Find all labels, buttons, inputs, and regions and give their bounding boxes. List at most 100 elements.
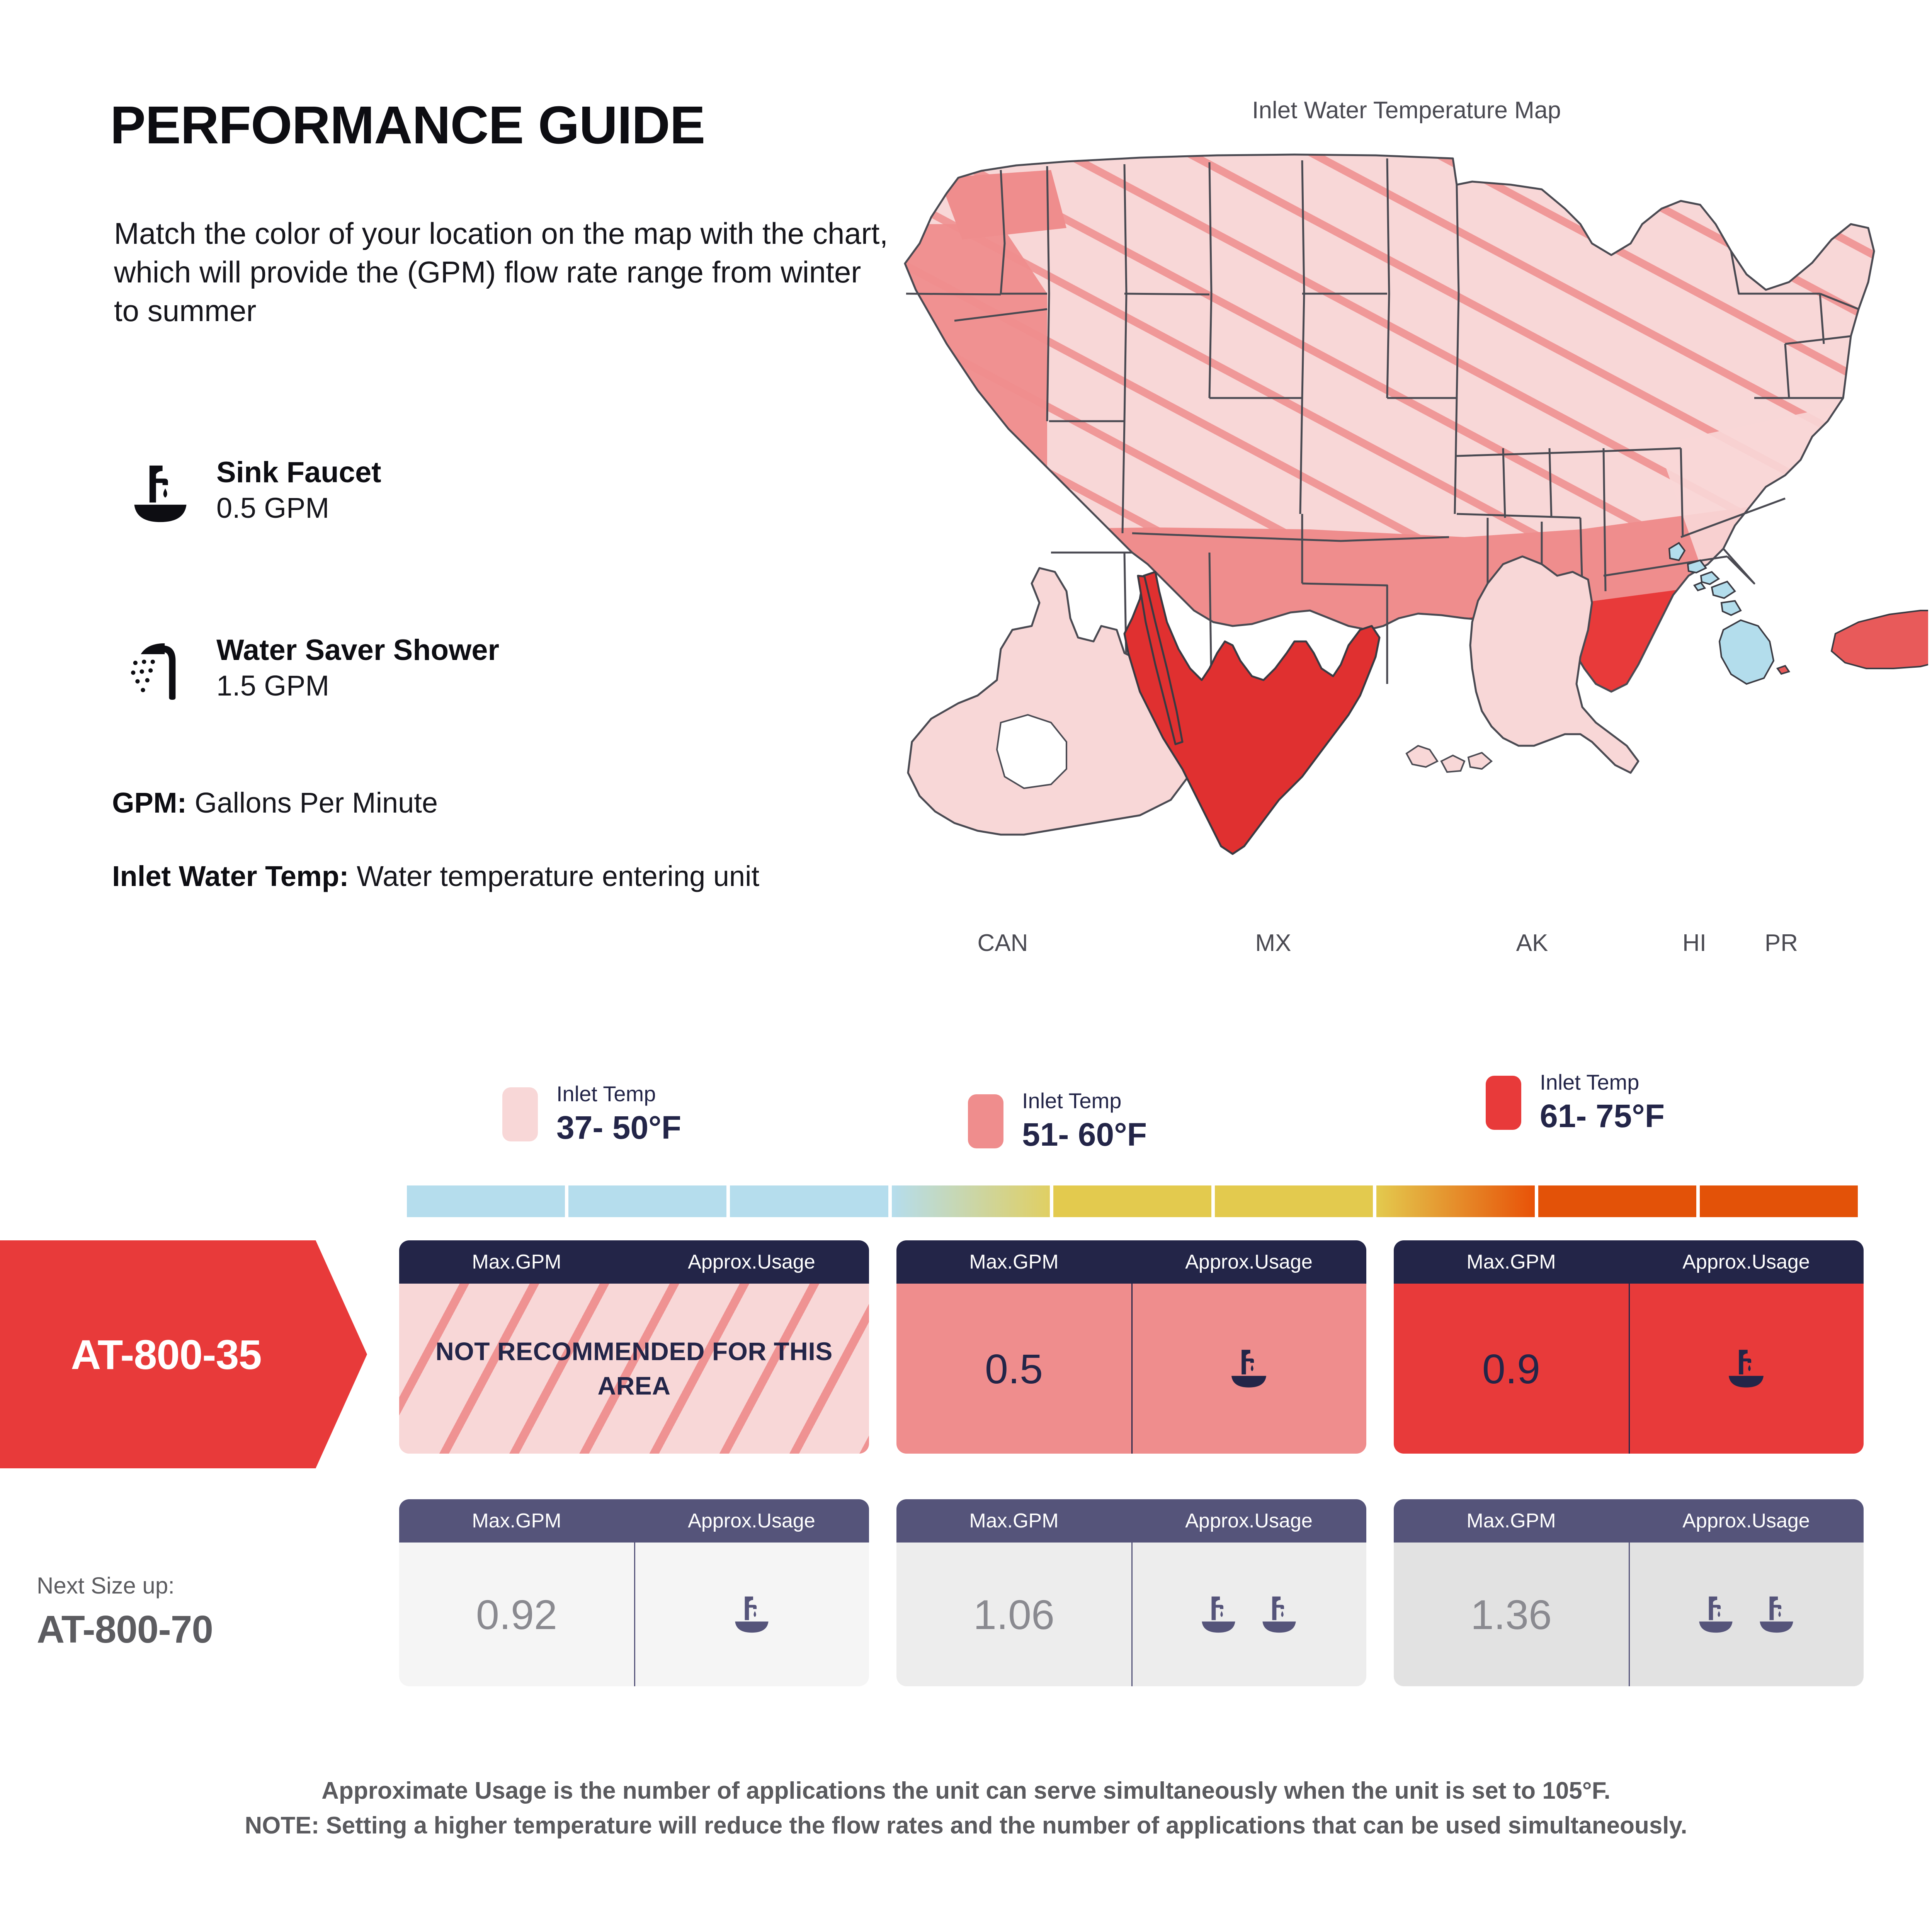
- max-gpm-cell: 0.9: [1394, 1284, 1629, 1454]
- column-header-max-gpm: Max.GPM: [969, 1510, 1059, 1532]
- card-header: Max.GPM Approx.Usage: [399, 1499, 869, 1543]
- map-region-labels: CAN MX AK HI PR: [885, 929, 1928, 960]
- sink-faucet-icon: [1729, 1350, 1764, 1388]
- card-header: Max.GPM Approx.Usage: [896, 1499, 1366, 1543]
- usage-icon-group: [1694, 1592, 1799, 1637]
- column-header-max-gpm: Max.GPM: [472, 1251, 561, 1273]
- table-row-2-cell-hot[interactable]: Max.GPM Approx.Usage 1.36: [1394, 1499, 1864, 1686]
- footer-line-1: Approximate Usage is the number of appli…: [321, 1777, 1611, 1804]
- fixture-sink-faucet: Sink Faucet 0.5 GPM: [116, 456, 381, 529]
- usage-icon-group: [1723, 1345, 1769, 1392]
- max-gpm-cell: 0.92: [399, 1543, 634, 1686]
- sink-faucet-icon: [1262, 1596, 1296, 1633]
- gradient-segment-5: [1053, 1185, 1212, 1217]
- max-gpm-value: 0.9: [1482, 1345, 1541, 1392]
- table-row-1-cell-cold[interactable]: Max.GPM Approx.Usage NOT RECOMMENDED FOR…: [399, 1240, 869, 1454]
- temperature-gradient-bar: [407, 1185, 1858, 1217]
- column-header-max-gpm: Max.GPM: [1466, 1510, 1556, 1532]
- sink-faucet-icon: [1231, 1350, 1266, 1388]
- gradient-segment-3: [730, 1185, 888, 1217]
- legend-label: Inlet Temp: [556, 1082, 656, 1106]
- card-header: Max.GPM Approx.Usage: [1394, 1499, 1864, 1543]
- card-body: 0.92: [399, 1543, 869, 1686]
- column-header-approx-usage: Approx.Usage: [688, 1251, 815, 1273]
- page-title: PERFORMANCE GUIDE: [110, 95, 705, 155]
- cell-divider: [634, 1543, 635, 1686]
- gradient-segment-4: [891, 1185, 1050, 1217]
- legend-range: 61- 75°F: [1540, 1097, 1665, 1134]
- map-label-ak: AK: [1516, 930, 1548, 956]
- next-size-prefix: Next Size up:: [37, 1573, 175, 1599]
- map-region-puerto-rico: [1776, 610, 1928, 675]
- definition-text: Gallons Per Minute: [187, 787, 438, 819]
- guide-description: Match the color of your location on the …: [114, 214, 929, 330]
- card-body: NOT RECOMMENDED FOR THIS AREA: [399, 1284, 869, 1454]
- card-body: 0.9: [1394, 1284, 1864, 1454]
- inlet-water-temperature-map: Inlet Water Temperature Map: [885, 97, 1928, 956]
- legend-label: Inlet Temp: [1022, 1088, 1122, 1113]
- table-row-1-cell-hot[interactable]: Max.GPM Approx.Usage 0.9: [1394, 1240, 1864, 1454]
- map-graphic: [904, 153, 1928, 855]
- card-body: 1.06: [896, 1543, 1366, 1686]
- column-header-approx-usage: Approx.Usage: [1682, 1251, 1810, 1273]
- next-size-up-label: Next Size up: AT-800-70: [37, 1571, 384, 1653]
- approx-usage-cell: [1131, 1543, 1366, 1686]
- column-header-approx-usage: Approx.Usage: [688, 1510, 815, 1532]
- table-row-1-cell-mid[interactable]: Max.GPM Approx.Usage 0.5: [896, 1240, 1366, 1454]
- definition-term: GPM:: [112, 787, 187, 819]
- column-header-approx-usage: Approx.Usage: [1185, 1510, 1313, 1532]
- map-region-hawaii: [1668, 542, 1775, 685]
- legend-item-hot: Inlet Temp 61- 75°F: [1486, 1070, 1665, 1135]
- table-row-2-cell-cold[interactable]: Max.GPM Approx.Usage 0.92: [399, 1499, 869, 1686]
- shower-head-icon: [116, 634, 205, 706]
- footer-note: Approximate Usage is the number of appli…: [89, 1774, 1843, 1843]
- max-gpm-cell: 0.5: [896, 1284, 1131, 1454]
- guide-description-line: to summer: [114, 293, 257, 328]
- max-gpm-cell: 1.06: [896, 1543, 1131, 1686]
- sink-faucet-icon: [1202, 1596, 1235, 1633]
- usage-icon-group: [1196, 1592, 1301, 1637]
- map-label-hi: HI: [1682, 930, 1706, 956]
- legend-label: Inlet Temp: [1540, 1070, 1639, 1094]
- gradient-segment-9: [1699, 1185, 1858, 1217]
- legend-swatch: [1486, 1076, 1521, 1130]
- table-row-2-cell-mid[interactable]: Max.GPM Approx.Usage 1.06: [896, 1499, 1366, 1686]
- cell-divider: [1131, 1543, 1133, 1686]
- gradient-segment-8: [1538, 1185, 1696, 1217]
- usage-icon-group: [730, 1592, 774, 1637]
- definition-term: Inlet Water Temp:: [112, 860, 349, 892]
- approx-usage-cell: [1629, 1543, 1864, 1686]
- card-header: Max.GPM Approx.Usage: [1394, 1240, 1864, 1284]
- card-header: Max.GPM Approx.Usage: [896, 1240, 1366, 1284]
- fixture-name: Sink Faucet: [216, 456, 381, 489]
- not-recommended-message: NOT RECOMMENDED FOR THIS AREA: [435, 1337, 833, 1400]
- gradient-segment-6: [1215, 1185, 1373, 1217]
- sink-faucet-icon: [1760, 1596, 1793, 1633]
- legend-item-cold: Inlet Temp 37- 50°F: [502, 1082, 681, 1147]
- legend-item-mid: Inlet Temp 51- 60°F: [968, 1089, 1147, 1154]
- gradient-segment-2: [568, 1185, 727, 1217]
- map-region-mexico: [1123, 571, 1381, 855]
- fixture-value: 0.5 GPM: [216, 492, 329, 524]
- map-label-can: CAN: [977, 930, 1028, 956]
- hatch-pattern: [399, 1284, 869, 1454]
- column-header-approx-usage: Approx.Usage: [1185, 1251, 1313, 1273]
- sink-faucet-icon: [116, 456, 205, 529]
- max-gpm-value: 1.06: [973, 1591, 1055, 1638]
- fixture-name: Water Saver Shower: [216, 634, 500, 667]
- definition-text: Water temperature entering unit: [349, 860, 760, 892]
- cell-divider: [1629, 1543, 1630, 1686]
- definition-gpm: GPM: Gallons Per Minute: [112, 784, 923, 821]
- inlet-temp-legend: Inlet Temp 37- 50°F Inlet Temp 51- 60°F …: [502, 1070, 1932, 1167]
- approx-usage-cell: [1131, 1284, 1366, 1454]
- approx-usage-cell: [634, 1543, 869, 1686]
- guide-description-line: Match the color of your location on the …: [114, 216, 888, 289]
- fixture-value: 1.5 GPM: [216, 670, 329, 702]
- map-title: Inlet Water Temperature Map: [1252, 97, 1561, 124]
- legend-range: 51- 60°F: [1022, 1116, 1147, 1153]
- card-body: 0.5: [896, 1284, 1366, 1454]
- column-header-max-gpm: Max.GPM: [1466, 1251, 1556, 1273]
- usage-icon-group: [1226, 1345, 1272, 1392]
- model-label-at-800-70: AT-800-70: [37, 1608, 213, 1651]
- legend-swatch: [502, 1087, 538, 1141]
